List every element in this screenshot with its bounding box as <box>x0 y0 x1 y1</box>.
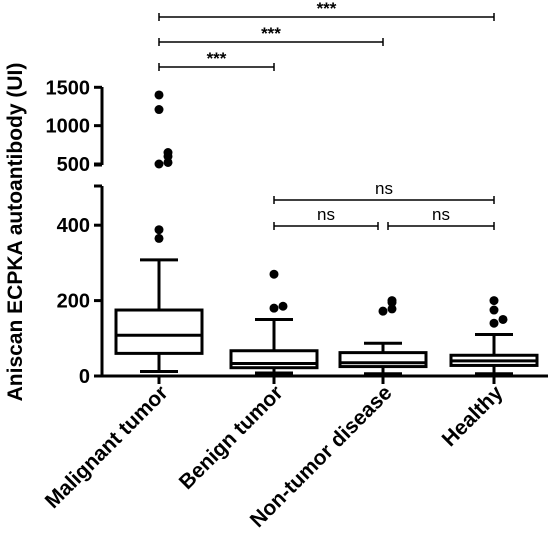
box-4 <box>449 333 539 376</box>
significance-bracket: *** <box>158 0 495 21</box>
axes <box>94 87 548 384</box>
outlier-point <box>154 233 164 243</box>
significance-label: ns <box>432 205 450 224</box>
y-axis-label: Aniscan ECPKA autoantibody (UI) <box>4 63 27 402</box>
y-tick-label: 1500 <box>46 77 91 99</box>
x-category-label: Malignant tumor <box>41 381 173 513</box>
significance-label: ns <box>317 205 335 224</box>
box-1 <box>114 258 204 373</box>
y-ticks: 0 200 400 500 1000 1500 <box>46 77 102 388</box>
y-tick-label: 200 <box>57 291 90 313</box>
x-category-label: Benign tumor <box>175 381 288 494</box>
y-tick-label: 500 <box>57 154 90 176</box>
outlier-point <box>387 296 397 306</box>
outlier-point <box>154 105 164 115</box>
significance-brackets: *** *** *** ns ns ns <box>158 0 495 230</box>
y-tick-label: 0 <box>79 366 90 388</box>
outlier-point <box>498 314 508 324</box>
significance-label: *** <box>207 49 227 68</box>
box-body <box>229 349 319 370</box>
significance-label: *** <box>317 0 337 18</box>
outlier-point <box>154 159 164 169</box>
box-3 <box>338 341 428 376</box>
outlier-point <box>489 296 499 306</box>
outlier-point <box>269 303 279 313</box>
x-category-label: Healthy <box>438 381 508 451</box>
box-2 <box>229 317 319 375</box>
outlier-point <box>489 318 499 328</box>
outlier-point <box>489 305 499 315</box>
outlier-point <box>278 301 288 311</box>
outlier-point <box>154 225 164 235</box>
outlier-point <box>163 147 173 157</box>
outlier-point <box>269 269 279 279</box>
significance-label: *** <box>261 24 281 43</box>
box-body <box>114 308 204 355</box>
significance-label: ns <box>375 179 393 198</box>
boxes <box>114 258 539 376</box>
significance-bracket: ns <box>387 205 495 230</box>
significance-bracket: ns <box>273 179 495 204</box>
outlier-point <box>387 304 397 314</box>
y-tick-label: 1000 <box>46 116 91 138</box>
outlier-point <box>154 90 164 100</box>
box-body <box>338 351 428 369</box>
outlier-points <box>154 90 508 328</box>
outlier-point <box>378 306 388 316</box>
significance-bracket: ns <box>273 205 379 230</box>
significance-bracket: *** <box>158 24 384 46</box>
y-tick-label: 400 <box>57 215 90 237</box>
significance-bracket: *** <box>158 49 275 71</box>
y-axis-label-group: Aniscan ECPKA autoantibody (UI) <box>4 63 27 402</box>
